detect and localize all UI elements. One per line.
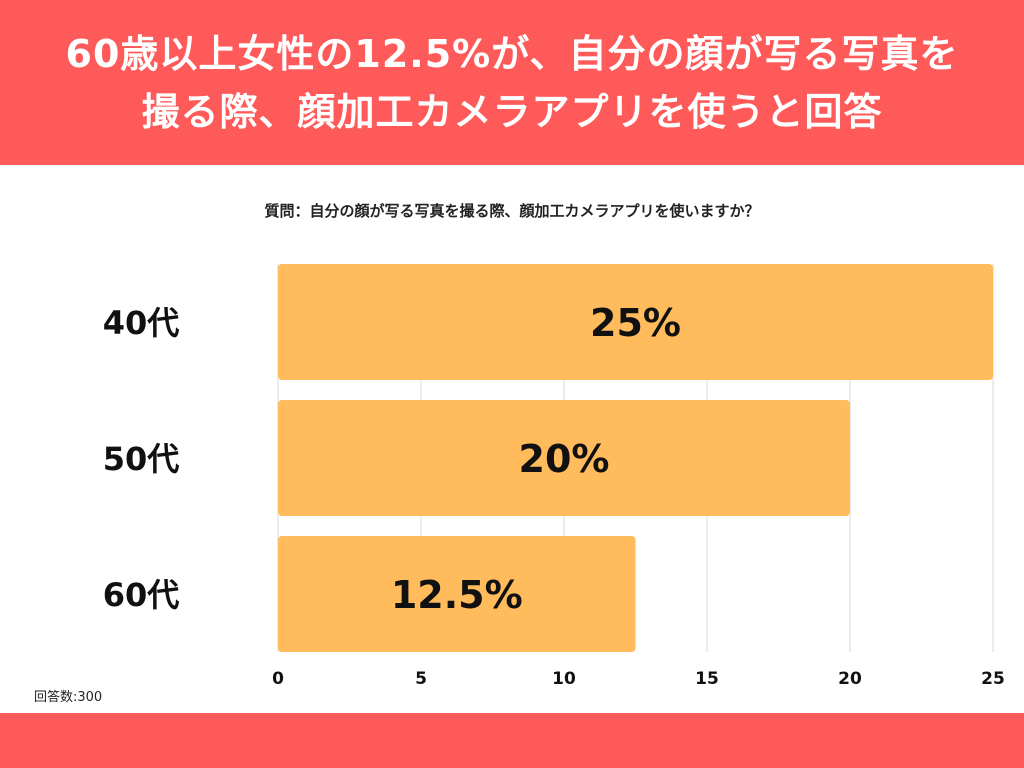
survey-question: 質問：自分の顔が写る写真を撮る際、顔加工カメラアプリを使いますか？	[264, 202, 760, 220]
category-label-3: 60代	[103, 576, 180, 614]
category-label-1: 40代	[103, 304, 180, 342]
category-label-2: 50代	[103, 440, 180, 478]
data-label-2: 20%	[519, 437, 610, 481]
title-banner: 60歳以上女性の12.5%が、自分の顔が写る写真を 撮る際、顔加工カメラアプリを…	[0, 0, 1024, 165]
bar-1	[278, 264, 993, 380]
title-line-1: 60歳以上女性の12.5%が、自分の顔が写る写真を	[65, 31, 959, 76]
data-label-1: 25%	[590, 301, 681, 345]
bar-3	[278, 536, 636, 652]
x-tick-label-10: 10	[552, 669, 576, 689]
x-tick-label-0: 0	[272, 669, 284, 689]
x-tick-label-15: 15	[695, 669, 719, 689]
x-tick-label-5: 5	[415, 669, 427, 689]
sample-size: 回答数:300	[34, 690, 103, 705]
title-line-2: 撮る際、顔加工カメラアプリを使うと回答	[141, 89, 883, 134]
x-tick-label-20: 20	[838, 669, 862, 689]
footer-banner	[0, 713, 1024, 768]
x-tick-label-25: 25	[981, 669, 1005, 689]
data-label-3: 12.5%	[391, 573, 523, 617]
bar-2	[278, 400, 850, 516]
